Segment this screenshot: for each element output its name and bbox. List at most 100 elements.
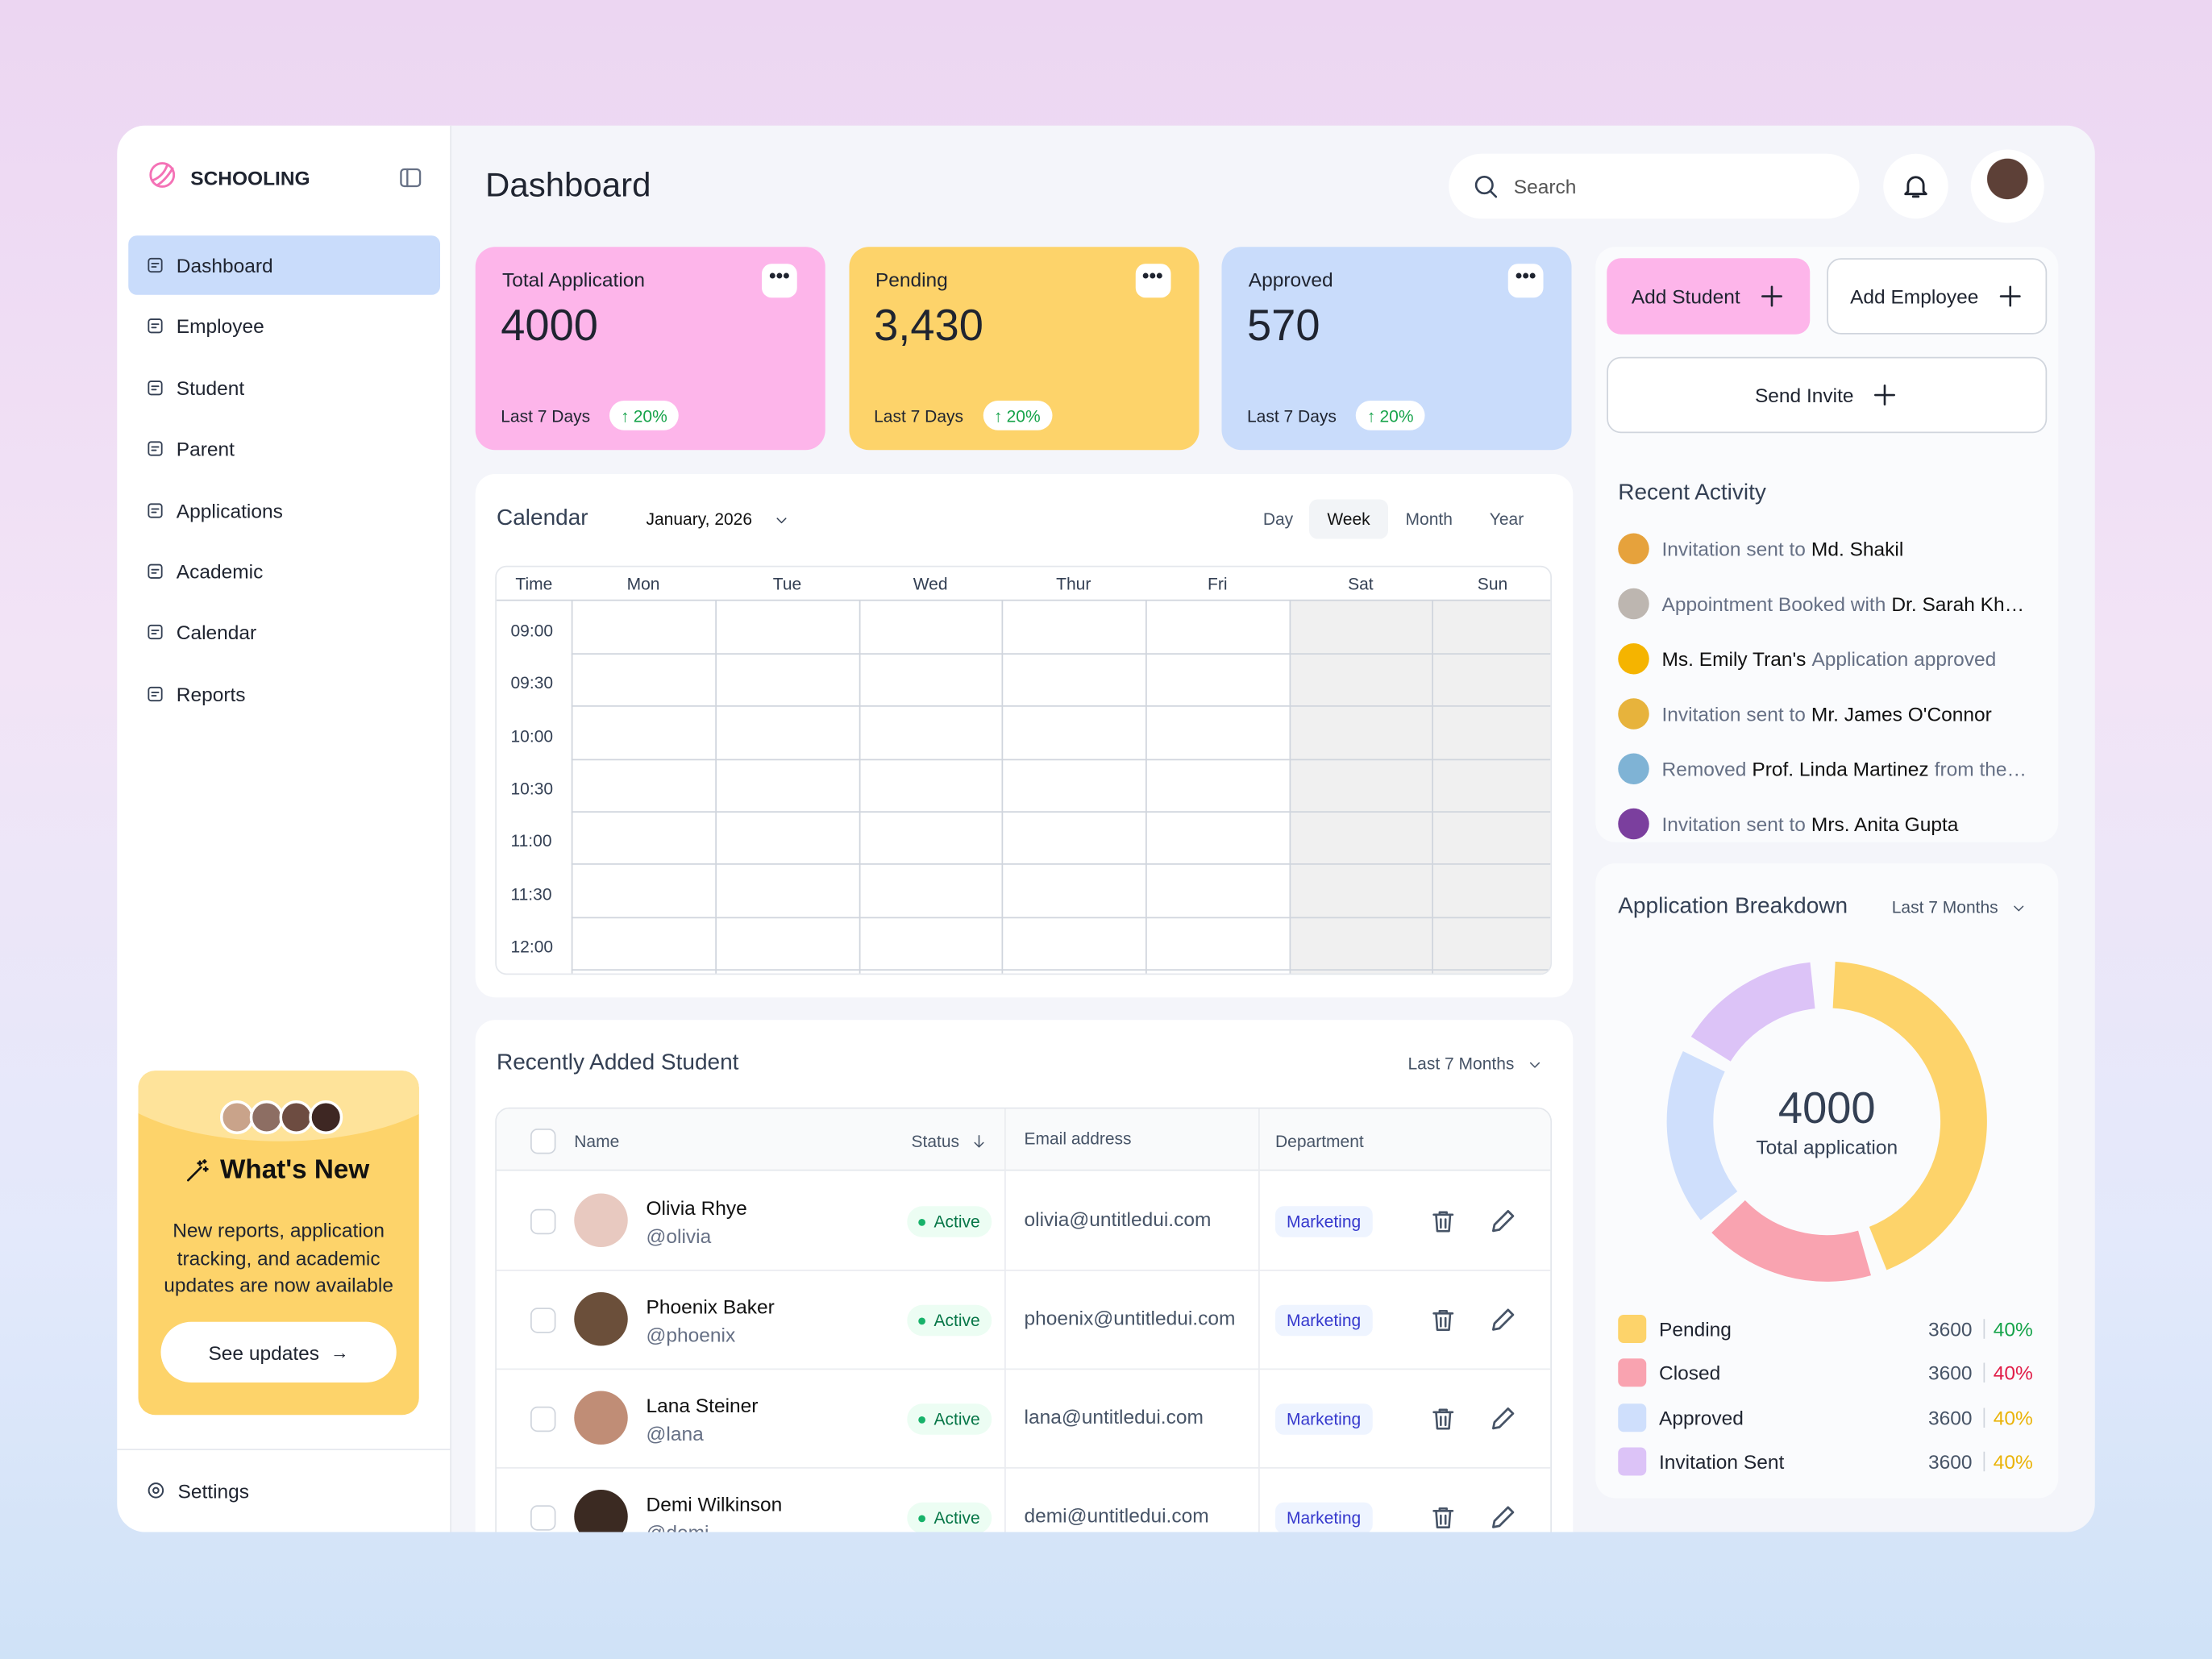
donut bbox=[1666, 961, 1987, 1282]
settings[interactable]: Settings bbox=[177, 1479, 250, 1503]
view-option[interactable]: Month bbox=[1405, 509, 1453, 530]
nav-item[interactable]: Student bbox=[128, 358, 440, 418]
icon-part bbox=[1491, 1407, 1515, 1430]
nav-label[interactable]: Dashboard bbox=[176, 254, 273, 276]
legend-name: Approved bbox=[1659, 1406, 1744, 1429]
icon-part bbox=[148, 625, 163, 640]
nav-label[interactable]: Employee bbox=[176, 314, 264, 338]
nav-label[interactable]: Reports bbox=[176, 682, 246, 705]
icon-part bbox=[148, 502, 163, 518]
row-divider bbox=[497, 1368, 1551, 1370]
nav-item[interactable]: Applications bbox=[128, 480, 440, 540]
nav-item[interactable]: Dashboard bbox=[128, 235, 440, 295]
search-box[interactable]: Search bbox=[1449, 153, 1860, 219]
icon bbox=[1871, 381, 1899, 410]
icon-part bbox=[148, 380, 163, 395]
more-button[interactable]: ••• bbox=[1507, 264, 1544, 298]
avatar bbox=[309, 1100, 343, 1134]
nav-label[interactable]: Calendar bbox=[176, 621, 257, 644]
students-filter[interactable]: Last 7 Months bbox=[1407, 1054, 1515, 1074]
action-button[interactable]: Send Invite bbox=[1607, 356, 2048, 434]
checkbox[interactable] bbox=[530, 1308, 556, 1333]
view-option[interactable]: Week bbox=[1327, 509, 1370, 530]
grid-line bbox=[571, 811, 1551, 813]
status-dot bbox=[918, 1316, 925, 1324]
legend-swatch bbox=[1618, 1447, 1647, 1476]
student-handle: @demi bbox=[646, 1520, 709, 1532]
calendar-grid: Time Mon Tue Wed Thur Fri Sat Sun 09:00 09:30 10:0… bbox=[495, 565, 1552, 975]
icon bbox=[145, 256, 165, 276]
legend-percent: 40% bbox=[1993, 1317, 2033, 1341]
icon-part bbox=[1491, 1407, 1515, 1430]
stat-label: Total Application bbox=[502, 268, 646, 291]
icon-part bbox=[152, 163, 174, 187]
checkbox[interactable] bbox=[530, 1505, 556, 1531]
checkbox[interactable] bbox=[530, 1406, 556, 1432]
more-button[interactable]: ••• bbox=[1134, 264, 1170, 298]
activity-item: Invitation sent to Mr. James O'Connor bbox=[1662, 703, 1992, 726]
icon bbox=[1488, 1206, 1518, 1236]
nav-item[interactable]: Calendar bbox=[128, 603, 440, 663]
activity-text: from the… bbox=[1934, 757, 2027, 780]
activity-title: Recent Activity bbox=[1618, 480, 1766, 505]
nav-label[interactable]: Parent bbox=[176, 437, 235, 460]
button-label[interactable]: Add Student bbox=[1631, 285, 1740, 308]
activity-text: Invitation sent to bbox=[1661, 813, 1806, 835]
activity-avatar bbox=[1618, 698, 1649, 730]
icon-part bbox=[151, 568, 160, 574]
donut-segment bbox=[1666, 961, 1987, 1282]
activity-item: Appointment Booked with Dr. Sarah Kh… bbox=[1662, 592, 2025, 615]
nav-item[interactable]: Employee bbox=[128, 297, 440, 356]
nav-label[interactable]: Applications bbox=[176, 498, 283, 522]
more-button[interactable]: ••• bbox=[762, 264, 797, 298]
nav-label[interactable]: Student bbox=[176, 376, 245, 399]
icon-part bbox=[187, 1159, 209, 1182]
icon bbox=[145, 622, 165, 642]
icon-part bbox=[148, 1482, 164, 1499]
notification-button[interactable] bbox=[1883, 153, 1948, 219]
button-label[interactable]: Add Employee bbox=[1850, 285, 1979, 308]
button-label[interactable]: Send Invite bbox=[1754, 384, 1854, 406]
breakdown-filter[interactable]: Last 7 Months bbox=[1891, 897, 1998, 917]
icon-part bbox=[1432, 1211, 1454, 1233]
calendar-column: Thur bbox=[1056, 574, 1091, 594]
icon bbox=[1900, 171, 1931, 202]
icon bbox=[1995, 282, 2023, 310]
department-pill: Marketing bbox=[1275, 1304, 1373, 1337]
change-value: 20% bbox=[633, 405, 667, 426]
change-value: 20% bbox=[1379, 405, 1414, 426]
divider bbox=[117, 1449, 451, 1450]
calendar-column: Wed bbox=[913, 574, 948, 594]
nav-item[interactable]: Reports bbox=[128, 664, 440, 724]
calendar-month[interactable]: January, 2026 bbox=[646, 509, 753, 530]
checkbox[interactable] bbox=[530, 1208, 556, 1235]
grid-line bbox=[571, 863, 1551, 866]
action-button[interactable]: Add Employee bbox=[1827, 258, 2048, 335]
icon-part bbox=[1491, 1506, 1515, 1528]
icon bbox=[145, 501, 165, 521]
promo-button[interactable]: See updates → bbox=[160, 1321, 397, 1382]
view-option[interactable]: Day bbox=[1262, 509, 1294, 530]
search-placeholder[interactable]: Search bbox=[1513, 175, 1577, 198]
nav-item[interactable]: Parent bbox=[128, 419, 440, 479]
button-label[interactable]: See updates bbox=[208, 1341, 320, 1364]
donut-segment bbox=[1666, 961, 1987, 1282]
column-header[interactable]: Status bbox=[911, 1131, 960, 1152]
department-text: Marketing bbox=[1287, 1409, 1362, 1429]
activity-text: Invitation sent to bbox=[1661, 537, 1806, 560]
checkbox[interactable] bbox=[530, 1129, 556, 1154]
icon-part bbox=[1432, 1408, 1454, 1430]
activity-text: Removed bbox=[1661, 757, 1747, 780]
view-option[interactable]: Year bbox=[1489, 509, 1524, 530]
calendar-column: Tue bbox=[772, 574, 802, 594]
nav-item[interactable]: Academic bbox=[128, 542, 440, 601]
profile-avatar[interactable] bbox=[1970, 149, 2044, 223]
action-button[interactable]: Add Student bbox=[1607, 258, 1811, 335]
icon-part bbox=[1761, 285, 1782, 307]
nav-label[interactable]: Academic bbox=[176, 559, 264, 583]
calendar-title: Calendar bbox=[497, 506, 588, 530]
arrow-up: ↑ bbox=[993, 405, 1003, 426]
icon-part bbox=[151, 630, 160, 635]
icon-part bbox=[151, 446, 160, 451]
